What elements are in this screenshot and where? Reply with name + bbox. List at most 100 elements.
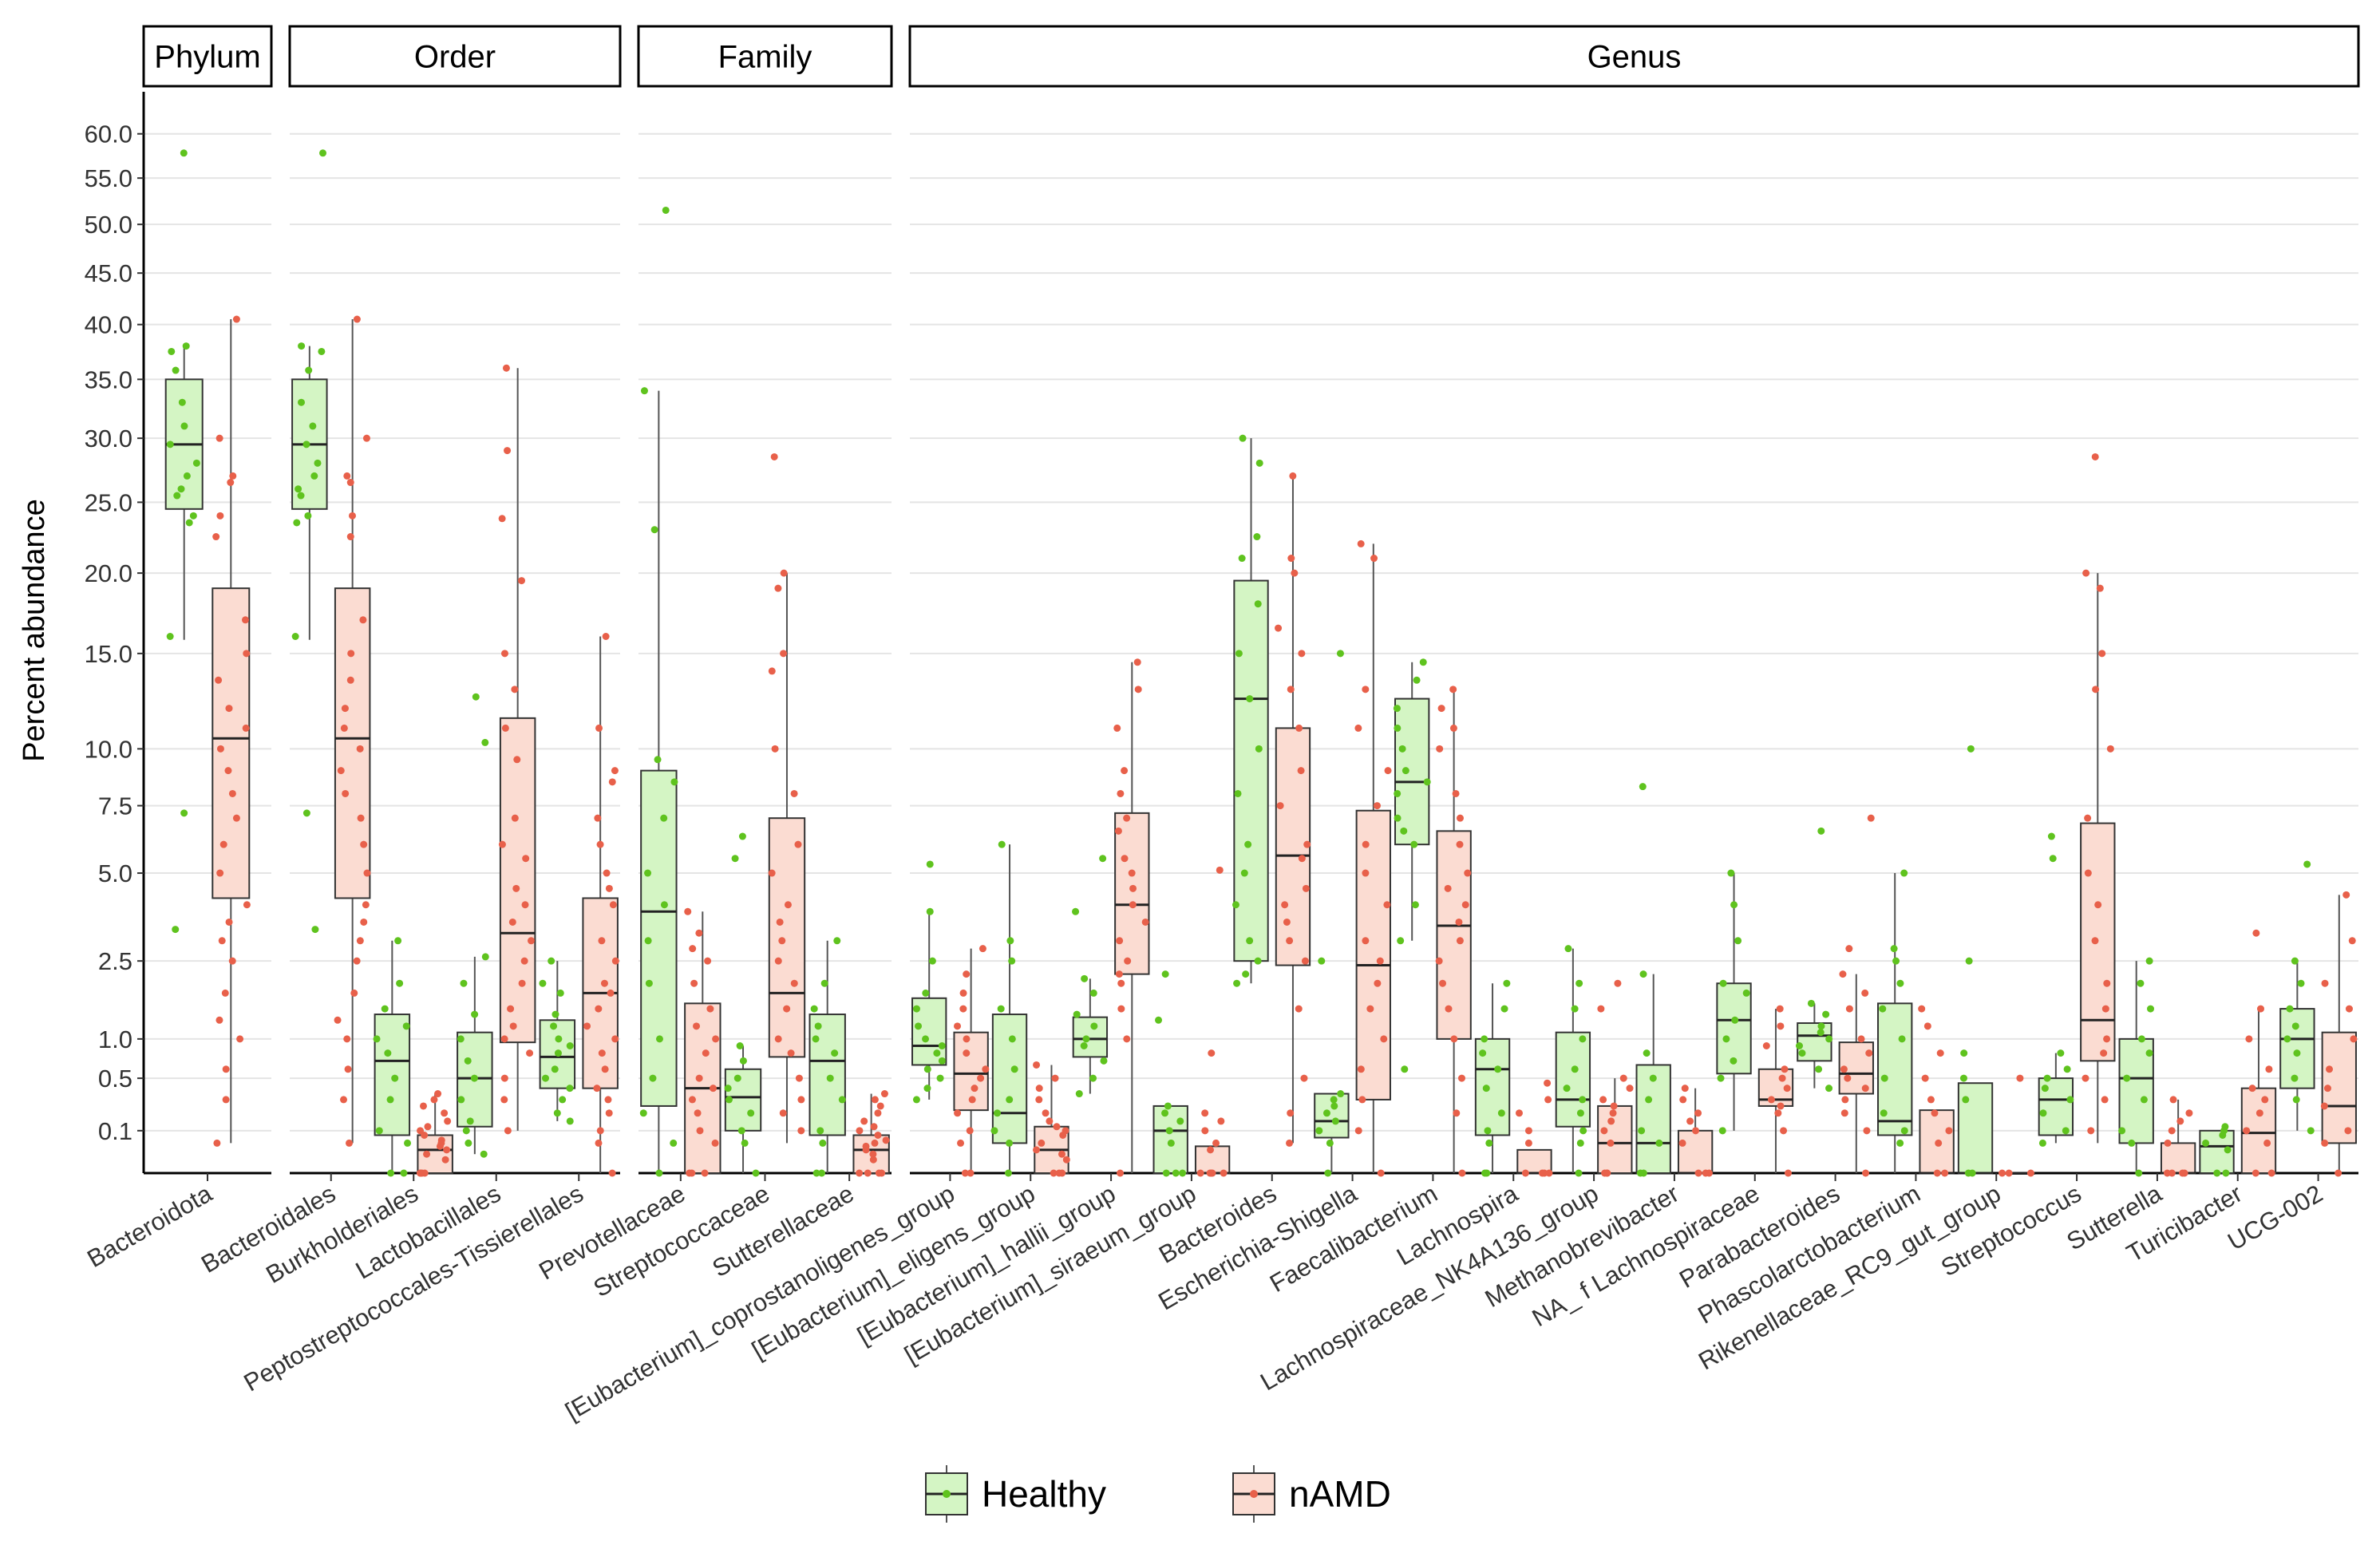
data-point xyxy=(2320,1102,2328,1110)
legend-item: Healthy xyxy=(925,1465,1106,1523)
data-point xyxy=(1331,1117,1339,1125)
data-point xyxy=(752,1169,760,1177)
data-point xyxy=(2103,979,2111,987)
data-point xyxy=(215,434,223,442)
data-point xyxy=(556,989,564,997)
box-iqr xyxy=(417,1134,453,1174)
data-point xyxy=(402,1022,410,1030)
data-point xyxy=(343,1035,351,1043)
data-point xyxy=(598,1049,606,1057)
data-point xyxy=(1727,869,1735,877)
data-point xyxy=(601,1065,609,1073)
data-point xyxy=(1254,957,1262,965)
data-point xyxy=(2169,1096,2177,1104)
data-point xyxy=(2345,1005,2353,1013)
data-point xyxy=(511,814,519,822)
box-namd xyxy=(1194,866,1231,1177)
data-point xyxy=(595,724,603,732)
data-point xyxy=(1246,695,1254,703)
data-point xyxy=(1538,1169,1546,1177)
data-point xyxy=(1033,1061,1041,1069)
data-point xyxy=(362,434,370,442)
data-point xyxy=(1845,945,1853,953)
box-namd xyxy=(334,315,371,1147)
data-point xyxy=(471,1010,479,1018)
x-tick-label: Bacteroidota xyxy=(82,1179,217,1273)
legend-key-point xyxy=(943,1490,951,1498)
data-point xyxy=(1234,789,1242,797)
data-point xyxy=(373,1035,381,1043)
data-point xyxy=(2062,1127,2070,1135)
data-point xyxy=(794,840,802,848)
box-iqr xyxy=(1555,1031,1591,1128)
box-namd xyxy=(953,945,990,1177)
data-point xyxy=(731,855,739,863)
data-point xyxy=(655,1169,663,1177)
data-point xyxy=(1370,555,1378,563)
data-point xyxy=(696,1127,704,1135)
data-point xyxy=(1235,650,1243,658)
box-namd xyxy=(768,452,806,1144)
box-healthy xyxy=(1232,434,1269,987)
data-point xyxy=(1455,918,1463,926)
data-point xyxy=(1196,1169,1204,1177)
box-iqr xyxy=(2160,1142,2196,1175)
facet-strip xyxy=(908,25,2360,88)
data-point xyxy=(513,756,521,764)
data-point xyxy=(695,1074,703,1082)
data-point xyxy=(1861,989,1869,997)
data-point xyxy=(1900,869,1908,877)
data-point xyxy=(387,1169,395,1177)
data-point xyxy=(512,884,520,892)
data-point xyxy=(938,1042,946,1050)
y-tick-label: 7.5 xyxy=(98,792,132,820)
data-point xyxy=(340,724,348,732)
y-tick-label: 45.0 xyxy=(85,259,132,287)
data-point xyxy=(1817,827,1825,835)
data-point xyxy=(1962,1096,1970,1104)
data-point xyxy=(1959,1074,1967,1082)
data-point xyxy=(1867,814,1875,822)
box-iqr xyxy=(808,1014,846,1136)
data-point xyxy=(594,814,602,822)
box-iqr xyxy=(1233,579,1269,962)
data-point xyxy=(814,1022,822,1030)
data-point xyxy=(2257,1005,2265,1013)
data-point xyxy=(604,1096,612,1104)
data-point xyxy=(1287,1109,1295,1117)
data-point xyxy=(2123,1074,2131,1082)
data-point xyxy=(783,1005,791,1013)
data-point xyxy=(359,616,367,624)
data-point xyxy=(1563,1085,1571,1093)
data-point xyxy=(213,1139,221,1147)
data-point xyxy=(1544,1096,1552,1104)
data-point xyxy=(518,979,526,987)
data-point xyxy=(341,705,349,713)
data-point xyxy=(189,512,197,520)
data-point xyxy=(2091,937,2099,945)
data-point xyxy=(334,1016,342,1024)
data-point xyxy=(856,1127,864,1135)
data-point xyxy=(923,1085,931,1093)
box-healthy xyxy=(2118,957,2155,1177)
data-point xyxy=(1863,1127,1871,1135)
data-point xyxy=(838,1096,846,1104)
data-point xyxy=(305,366,313,374)
data-point xyxy=(926,860,934,868)
data-point xyxy=(2038,1139,2046,1147)
data-point xyxy=(291,633,299,640)
data-point xyxy=(1610,1102,1618,1110)
data-point xyxy=(518,577,526,585)
data-point xyxy=(1033,1146,1041,1154)
data-point xyxy=(1123,1035,1131,1043)
data-point xyxy=(1503,979,1511,987)
data-point xyxy=(346,479,354,487)
data-point xyxy=(1089,989,1097,997)
data-point xyxy=(2087,1127,2095,1135)
data-point xyxy=(611,767,619,775)
data-point xyxy=(1933,1169,1941,1177)
data-point xyxy=(1400,827,1408,835)
data-point xyxy=(1840,1065,1848,1073)
grid-lines xyxy=(144,132,2358,1132)
data-point xyxy=(1678,1139,1686,1147)
